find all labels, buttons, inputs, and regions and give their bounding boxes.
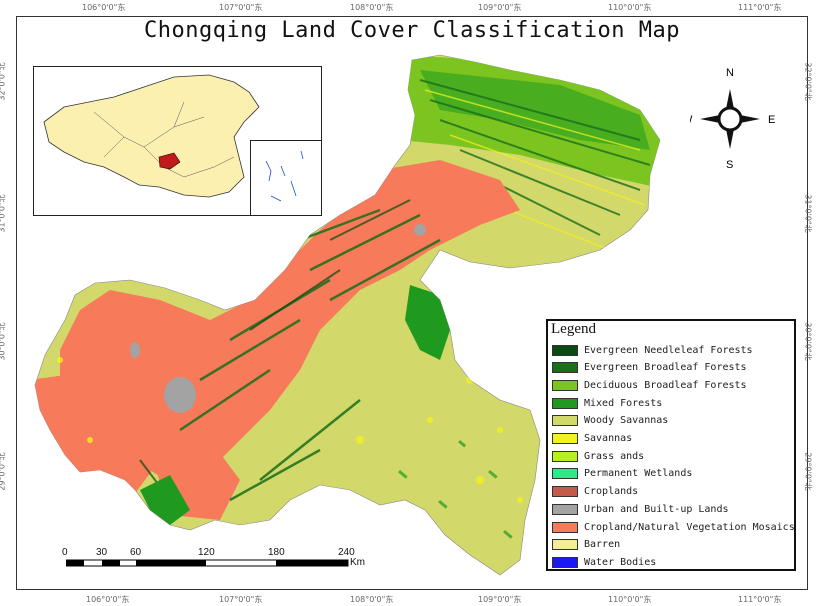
legend-item: Grass ands xyxy=(552,449,644,463)
lat-label-right: 30°0'0"北 xyxy=(803,322,813,361)
legend-label: Barren xyxy=(584,539,621,551)
lon-label-top: 111°0'0"东 xyxy=(738,3,782,12)
scale-tick: 30 xyxy=(96,547,108,558)
legend-label: Urban and Built-up Lands xyxy=(584,503,729,515)
compass-w: W xyxy=(690,114,693,126)
lon-label-top: 108°0'0"东 xyxy=(350,3,394,12)
lat-label-right: 29°0'0"北 xyxy=(803,452,813,491)
lat-label-left: 30°0'0"北 xyxy=(0,322,7,361)
scale-tick: 0 xyxy=(62,547,68,558)
legend-label: Mixed Forests xyxy=(584,397,663,409)
legend-label: Cropland/Natural Vegetation Mosaics xyxy=(584,521,795,533)
legend-swatch xyxy=(552,415,578,427)
lon-label-top: 107°0'0"东 xyxy=(219,3,263,12)
lon-label-top: 106°0'0"东 xyxy=(82,3,126,12)
legend-swatch xyxy=(552,486,578,498)
legend-swatch xyxy=(552,468,578,480)
lat-label-right: 32°0'0"北 xyxy=(803,62,813,101)
scale-tick: 60 xyxy=(130,547,142,558)
north-arrow-compass: N S E W xyxy=(690,67,775,171)
legend-label: Water Bodies xyxy=(584,556,657,568)
legend-swatch xyxy=(552,539,578,551)
legend-item: Barren xyxy=(552,538,620,552)
legend-swatch xyxy=(552,397,578,409)
scale-tick: 240 xyxy=(338,547,355,558)
lat-label-right: 31°0'0"北 xyxy=(803,194,813,233)
legend-item: Croplands xyxy=(552,485,638,499)
legend-swatch xyxy=(552,362,578,374)
lon-label-bottom: 110°0'0"东 xyxy=(608,595,652,604)
lat-label-left: 29°0'0"北 xyxy=(0,452,7,491)
legend-swatch xyxy=(552,521,578,533)
legend-item: Savannas xyxy=(552,432,632,446)
lon-label-bottom: 109°0'0"东 xyxy=(478,595,522,604)
legend-swatch xyxy=(552,433,578,444)
legend-item: Mixed Forests xyxy=(552,396,662,410)
legend-label: Evergreen Needleleaf Forests xyxy=(584,344,753,356)
lon-label-top: 109°0'0"东 xyxy=(478,3,522,12)
legend-item: Permanent Wetlands xyxy=(552,467,692,481)
compass-n: N xyxy=(726,67,734,79)
legend-swatch xyxy=(552,503,578,515)
south-sea-inset xyxy=(250,140,322,216)
legend-item: Deciduous Broadleaf Forests xyxy=(552,378,747,392)
land-cover-map xyxy=(34,54,661,576)
lon-label-bottom: 107°0'0"东 xyxy=(219,595,263,604)
legend-item: Water Bodies xyxy=(552,555,656,569)
scale-unit: Km xyxy=(350,557,365,568)
scale-bar xyxy=(65,550,366,579)
lat-label-left: 31°0'0"北 xyxy=(0,194,7,233)
scale-tick: 120 xyxy=(198,547,215,558)
legend-swatch xyxy=(552,450,578,462)
legend-label: Deciduous Broadleaf Forests xyxy=(584,379,747,391)
legend-label: Woody Savannas xyxy=(584,415,669,427)
legend-label: Permanent Wetlands xyxy=(584,468,693,480)
compass-e: E xyxy=(768,114,775,126)
map-title: Chongqing Land Cover Classification Map xyxy=(143,18,681,43)
legend-label: Evergreen Broadleaf Forests xyxy=(584,362,747,374)
lon-label-bottom: 111°0'0"东 xyxy=(738,595,782,604)
legend-item: Woody Savannas xyxy=(552,414,668,428)
legend-item: Evergreen Broadleaf Forests xyxy=(552,361,747,375)
legend-label: Grass ands xyxy=(584,450,645,462)
lat-label-left: 32°0'0"北 xyxy=(0,62,7,101)
lon-label-bottom: 108°0'0"东 xyxy=(350,595,394,604)
legend-label: Croplands xyxy=(584,486,639,498)
legend-item: Cropland/Natural Vegetation Mosaics xyxy=(552,520,795,534)
lon-label-top: 110°0'0"东 xyxy=(608,3,652,12)
legend-item: Urban and Built-up Lands xyxy=(552,502,729,516)
legend-swatch xyxy=(552,379,578,391)
legend-swatch xyxy=(552,556,578,568)
compass-s: S xyxy=(726,159,733,171)
legend-swatch xyxy=(552,344,578,356)
scale-tick: 180 xyxy=(268,547,285,558)
map-legend: Legend Evergreen Needleleaf Forests Everg… xyxy=(546,319,796,571)
legend-label: Savannas xyxy=(584,433,633,444)
legend-item: Evergreen Needleleaf Forests xyxy=(552,343,753,357)
legend-title: Legend xyxy=(551,321,596,337)
lon-label-bottom: 106°0'0"东 xyxy=(86,595,130,604)
